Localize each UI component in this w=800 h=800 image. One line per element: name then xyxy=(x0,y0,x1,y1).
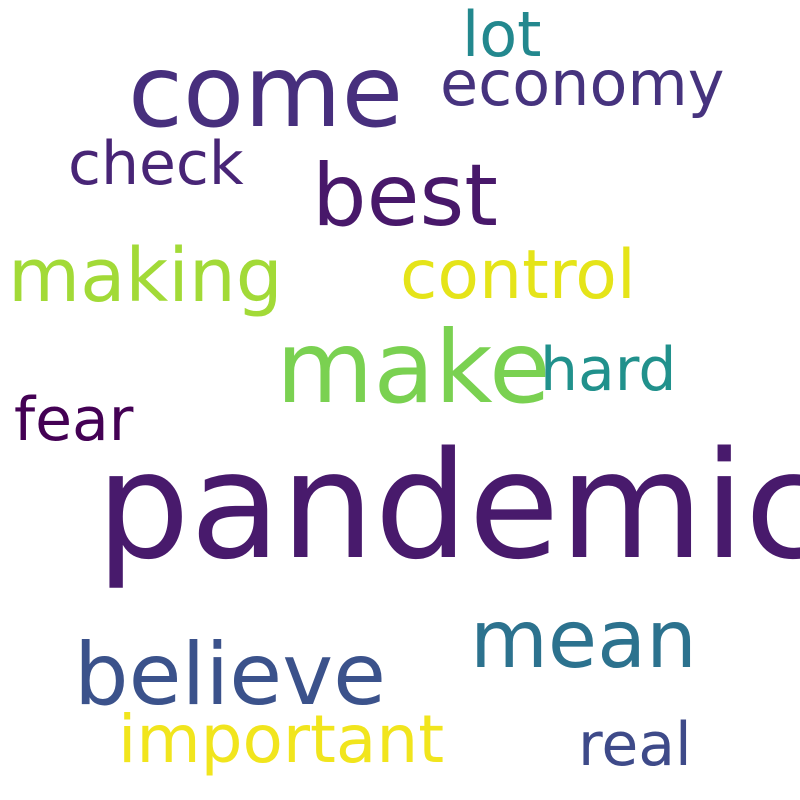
word-making: making xyxy=(8,233,283,319)
word-important: important xyxy=(118,701,445,778)
word-lot: lot xyxy=(462,0,542,71)
word-pandemic: pandemic xyxy=(96,420,800,592)
word-fear: fear xyxy=(14,385,134,455)
word-believe: believe xyxy=(74,625,387,725)
word-economy: economy xyxy=(440,47,725,120)
word-control: control xyxy=(400,236,636,315)
word-mean: mean xyxy=(470,593,697,686)
word-check: check xyxy=(68,129,244,199)
word-make: make xyxy=(276,309,551,426)
word-real: real xyxy=(578,710,692,780)
word-come: come xyxy=(128,33,404,150)
word-best: best xyxy=(312,146,499,246)
word-hard: hard xyxy=(540,335,677,405)
